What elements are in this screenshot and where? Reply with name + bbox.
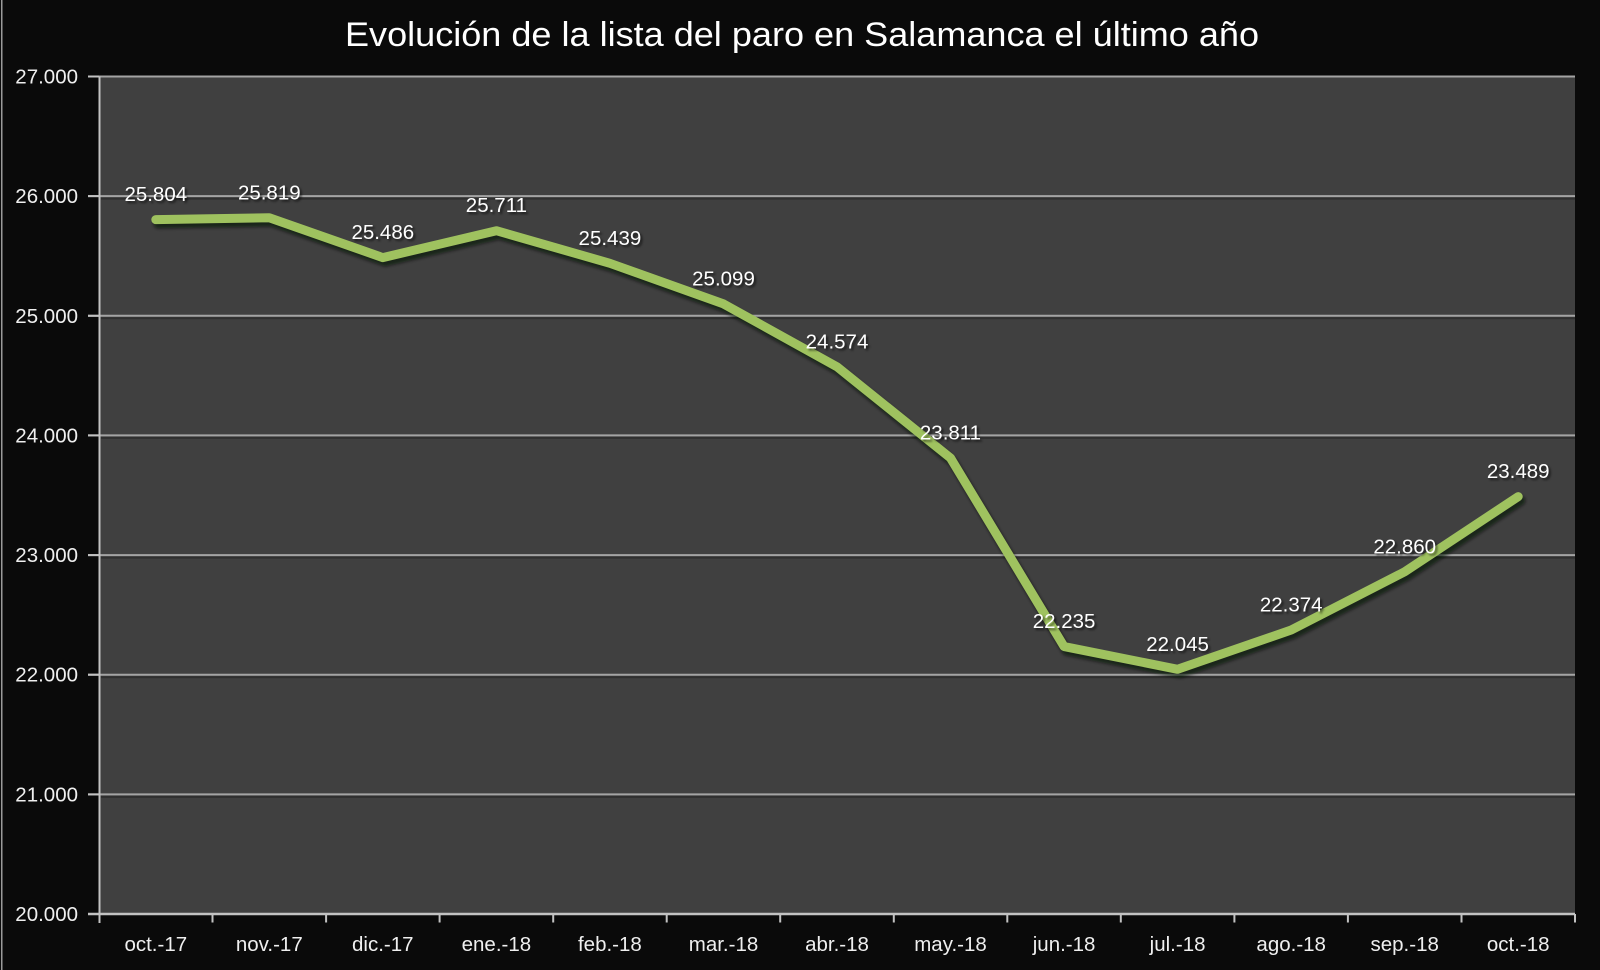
- svg-text:mar.-18: mar.-18: [689, 933, 759, 956]
- svg-text:dic.-17: dic.-17: [352, 933, 414, 956]
- svg-text:26.000: 26.000: [15, 185, 78, 208]
- svg-text:20.000: 20.000: [15, 903, 78, 926]
- svg-text:24.574: 24.574: [806, 330, 869, 353]
- svg-text:jun.-18: jun.-18: [1032, 933, 1096, 956]
- svg-text:abr.-18: abr.-18: [805, 933, 869, 956]
- svg-text:25.439: 25.439: [579, 227, 642, 250]
- svg-text:22.235: 22.235: [1033, 610, 1096, 633]
- svg-text:nov.-17: nov.-17: [236, 933, 303, 956]
- svg-text:23.811: 23.811: [920, 422, 981, 445]
- svg-text:22.000: 22.000: [15, 664, 78, 687]
- svg-text:23.000: 23.000: [15, 544, 78, 567]
- svg-text:25.486: 25.486: [351, 221, 414, 244]
- svg-text:sep.-18: sep.-18: [1371, 933, 1439, 956]
- svg-text:25.000: 25.000: [15, 305, 78, 328]
- svg-text:oct.-18: oct.-18: [1487, 933, 1550, 956]
- svg-text:23.489: 23.489: [1487, 460, 1550, 483]
- svg-text:25.711: 25.711: [466, 194, 527, 217]
- svg-text:feb.-18: feb.-18: [578, 933, 642, 956]
- svg-text:22.860: 22.860: [1373, 535, 1436, 558]
- svg-text:may.-18: may.-18: [914, 933, 987, 956]
- svg-text:jul.-18: jul.-18: [1149, 933, 1206, 956]
- svg-text:25.099: 25.099: [692, 267, 755, 290]
- svg-text:22.374: 22.374: [1260, 594, 1323, 617]
- svg-text:oct.-17: oct.-17: [124, 933, 187, 956]
- svg-text:25.819: 25.819: [238, 181, 301, 204]
- svg-text:Evolución de la lista del paro: Evolución de la lista del paro en Salama…: [345, 16, 1259, 54]
- svg-text:ene.-18: ene.-18: [462, 933, 532, 956]
- svg-text:22.045: 22.045: [1146, 633, 1209, 656]
- svg-text:27.000: 27.000: [15, 66, 78, 89]
- svg-text:24.000: 24.000: [15, 424, 78, 447]
- svg-text:25.804: 25.804: [124, 183, 187, 206]
- svg-text:21.000: 21.000: [15, 783, 78, 806]
- svg-text:ago.-18: ago.-18: [1256, 933, 1326, 956]
